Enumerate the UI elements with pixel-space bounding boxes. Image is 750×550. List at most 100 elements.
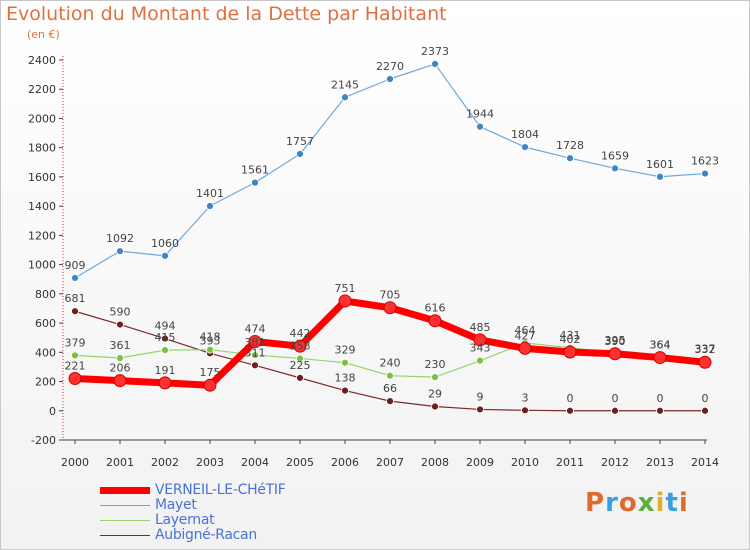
- logo-letter: P: [585, 488, 606, 518]
- data-label: 616: [425, 302, 446, 315]
- data-label: 2145: [331, 78, 359, 91]
- data-point: [518, 341, 532, 355]
- data-point: [383, 301, 397, 315]
- data-label: 0: [657, 392, 664, 405]
- data-point: [161, 251, 169, 260]
- data-point: [296, 354, 304, 363]
- data-label: 1623: [691, 155, 719, 168]
- data-point: [521, 406, 529, 415]
- data-label: 474: [245, 322, 266, 335]
- logo-letter: i: [678, 488, 689, 518]
- data-label: 1092: [106, 232, 134, 245]
- data-label: 240: [380, 357, 401, 370]
- x-tick-label: 2010: [511, 456, 539, 469]
- chart-title: Evolution du Montant de la Dette par Hab…: [6, 3, 447, 25]
- data-label: 1659: [601, 149, 629, 162]
- data-label: 9: [477, 390, 484, 403]
- y-tick-label: 600: [35, 317, 56, 330]
- data-label: 464: [515, 324, 536, 337]
- data-label: 1757: [286, 135, 314, 148]
- unit-label: (en €): [27, 28, 60, 41]
- data-label: 1601: [646, 158, 674, 171]
- data-label: 418: [200, 331, 221, 344]
- legend-item-mayet: Mayet: [100, 497, 350, 513]
- data-label: 1728: [556, 139, 584, 152]
- data-label: 1060: [151, 237, 179, 250]
- data-point: [428, 314, 442, 328]
- data-point: [521, 143, 529, 152]
- data-label: 361: [110, 339, 131, 352]
- data-point: [68, 371, 82, 385]
- x-tick-label: 2011: [556, 456, 584, 469]
- data-label: 485: [470, 321, 491, 334]
- data-point: [113, 374, 127, 388]
- data-point: [476, 122, 484, 131]
- legend-label-mayet: Mayet: [155, 497, 197, 513]
- data-label: 364: [650, 339, 671, 352]
- data-point: [698, 355, 712, 369]
- data-label: 1401: [196, 187, 224, 200]
- logo-letter: t: [665, 488, 679, 518]
- data-label: 1561: [241, 164, 269, 177]
- data-point: [563, 345, 577, 359]
- x-tick-label: 2008: [421, 456, 449, 469]
- data-label: 393: [200, 334, 221, 347]
- data-label: 230: [425, 358, 446, 371]
- data-point: [476, 405, 484, 414]
- data-point: [566, 154, 574, 163]
- data-label: 431: [560, 329, 581, 342]
- y-tick-label: 200: [35, 376, 56, 389]
- data-point: [386, 397, 394, 406]
- x-tick-label: 2005: [286, 456, 314, 469]
- legend-label-layernat: Layernat: [155, 512, 215, 528]
- data-label: 751: [335, 282, 356, 295]
- x-tick-label: 2000: [61, 456, 89, 469]
- data-label: 206: [110, 362, 131, 375]
- data-point: [611, 406, 619, 415]
- y-tick-label: 2200: [28, 83, 56, 96]
- data-point: [296, 150, 304, 158]
- data-label: 0: [567, 392, 574, 405]
- data-point: [341, 358, 349, 367]
- legend-label-verneil: VERNEIL-LE-CHéTIF: [155, 482, 286, 498]
- data-point: [71, 274, 79, 282]
- y-tick-label: 800: [35, 288, 56, 301]
- legend-label-aubigne: Aubigné-Racan: [155, 527, 257, 543]
- legend-item-verneil: VERNEIL-LE-CHéTIF: [100, 482, 350, 498]
- legend-swatch-mayet: [100, 505, 150, 506]
- data-point: [116, 247, 124, 256]
- y-tick-label: 2400: [28, 54, 56, 67]
- data-label: 329: [335, 344, 356, 357]
- data-label: 395: [605, 334, 626, 347]
- data-point: [611, 164, 619, 173]
- x-tick-label: 2009: [466, 456, 494, 469]
- data-point: [701, 406, 709, 415]
- data-point: [203, 378, 217, 392]
- data-label: 705: [380, 289, 401, 302]
- data-point: [206, 345, 214, 354]
- x-tick-label: 2007: [376, 456, 404, 469]
- y-tick-label: 1800: [28, 142, 56, 155]
- data-label: 1944: [466, 108, 494, 121]
- data-point: [341, 93, 349, 102]
- data-point: [431, 373, 439, 382]
- data-label: 225: [290, 359, 311, 372]
- data-label: 494: [155, 320, 176, 333]
- data-point: [71, 351, 79, 360]
- data-label: 390: [605, 335, 626, 348]
- y-tick-label: 1000: [28, 259, 56, 272]
- x-tick-label: 2012: [601, 456, 629, 469]
- x-tick-label: 2003: [196, 456, 224, 469]
- data-point: [158, 376, 172, 390]
- data-point: [248, 334, 262, 348]
- data-point: [116, 354, 124, 362]
- data-label: 681: [65, 292, 86, 305]
- data-label: 311: [245, 346, 266, 359]
- data-point: [161, 346, 169, 355]
- data-point: [293, 339, 307, 353]
- data-label: 2270: [376, 60, 404, 73]
- data-label: 358: [290, 339, 311, 352]
- data-label: 343: [470, 342, 491, 355]
- data-point: [296, 373, 304, 382]
